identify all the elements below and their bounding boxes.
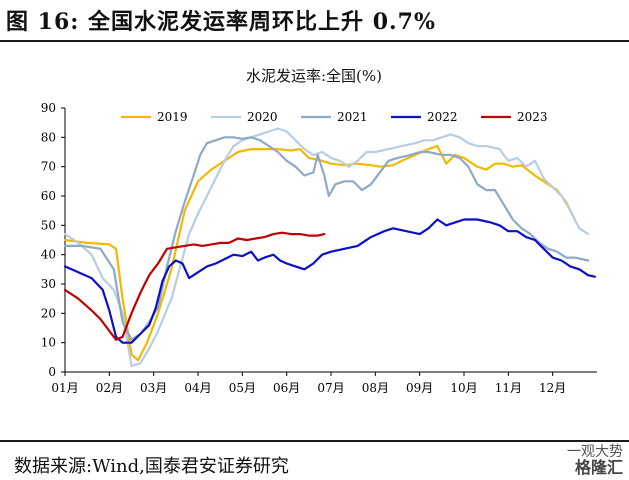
chart-title: 水泥发运率:全国(%) — [246, 67, 382, 85]
x-tick-label: 07月 — [317, 381, 344, 395]
series-line-2020 — [63, 127, 590, 368]
x-tick-label: 08月 — [362, 381, 389, 395]
y-tick-label: 70 — [41, 160, 56, 174]
bottom-divider — [0, 440, 629, 442]
series-line-2023 — [63, 231, 326, 341]
x-tick-label: 03月 — [140, 381, 167, 395]
y-tick-label: 80 — [41, 130, 56, 144]
legend-label-2020: 2020 — [247, 110, 278, 124]
watermark-line2: 格隆汇 — [574, 458, 623, 477]
legend-label-2022: 2022 — [427, 110, 458, 124]
y-tick-label: 50 — [41, 218, 56, 232]
x-tick-label: 05月 — [229, 381, 256, 395]
source-note: 数据来源:Wind,国泰君安证券研究 — [14, 456, 289, 477]
x-tick-label: 02月 — [96, 381, 123, 395]
y-tick-label: 10 — [41, 336, 56, 350]
x-tick-label: 01月 — [51, 381, 78, 395]
legend-label-2019: 2019 — [157, 110, 188, 124]
y-tick-label: 60 — [41, 189, 56, 203]
watermark-line1: 一观大势 — [567, 444, 623, 460]
watermark: 一观大势 格隆汇 — [567, 444, 623, 476]
y-tick-label: 90 — [41, 101, 56, 115]
x-tick-label: 06月 — [273, 381, 300, 395]
x-tick-label: 09月 — [406, 381, 433, 395]
axes: 0 10 20 30 40 50 60 70 80 90 01月 02月 03月 04月 05月 06月 07月… — [41, 101, 597, 395]
y-tick-label: 30 — [41, 277, 56, 291]
x-tick-label: 11月 — [495, 381, 522, 395]
x-tick-label: 10月 — [450, 381, 477, 395]
x-tick-label: 04月 — [184, 381, 211, 395]
line-chart: 水泥发运率:全国(%) 2019 2020 2021 2022 2023 0 10 20 30… — [41, 67, 597, 395]
legend-label-2021: 2021 — [337, 110, 368, 124]
series-line-2022 — [63, 218, 596, 344]
y-tick-label: 0 — [48, 365, 56, 379]
y-tick-label: 40 — [41, 248, 56, 262]
top-divider — [0, 40, 629, 42]
x-tick-label: 12月 — [539, 381, 566, 395]
legend-label-2023: 2023 — [517, 110, 548, 124]
figure-title: 图 16: 全国水泥发运率周环比上升 0.7% — [6, 9, 436, 35]
series-line-2021 — [63, 136, 590, 341]
y-tick-label: 20 — [41, 306, 56, 320]
series-line-2019 — [63, 145, 576, 362]
series-layer — [63, 127, 596, 368]
legend: 2019 2020 2021 2022 2023 — [121, 110, 548, 124]
